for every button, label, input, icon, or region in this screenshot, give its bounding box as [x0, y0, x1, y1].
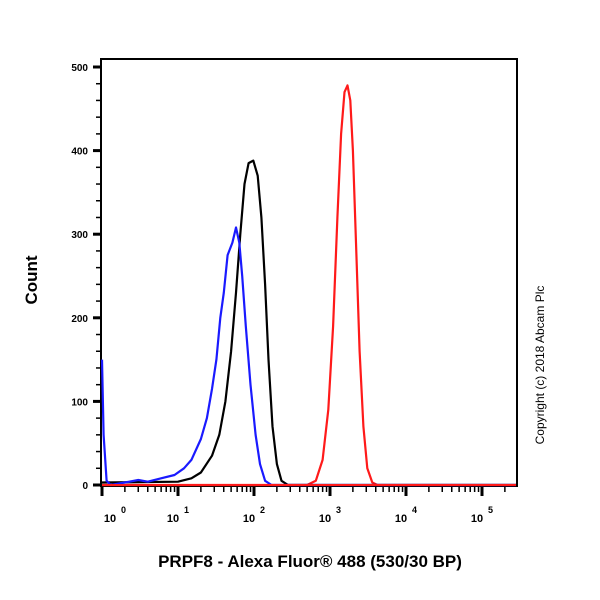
x-tick-label: 10: [104, 513, 116, 525]
y-tick-label: 300: [71, 230, 88, 241]
y-tick-label: 100: [71, 397, 88, 408]
y-axis: 0 100 200 300 400 500: [71, 63, 101, 492]
x-tick-label: 10: [319, 513, 331, 525]
histogram-series-red: [102, 84, 516, 487]
y-tick-label: 400: [71, 147, 88, 158]
y-tick-label: 200: [71, 314, 88, 325]
histogram-series-blue: [100, 226, 516, 487]
x-tick-label: 10: [243, 513, 255, 525]
x-tick-exponent: 0: [121, 505, 126, 515]
x-tick-label: 10: [395, 513, 407, 525]
x-tick-exponent: 3: [336, 505, 341, 515]
x-tick-exponent: 1: [184, 505, 189, 515]
y-tick-label: 500: [71, 63, 88, 74]
y-axis-title-text: Count: [22, 255, 41, 305]
x-axis: 10 0 10 1 10 2 10 3 10 4 10 5: [100, 486, 506, 525]
copyright-text: Copyright (c) 2018 Abcam Plc: [533, 285, 547, 445]
x-tick-label: 10: [471, 513, 483, 525]
x-tick-exponent: 4: [412, 505, 417, 515]
plot-area-frame: [100, 58, 518, 487]
x-tick-exponent: 5: [488, 505, 493, 515]
x-axis-title: PRPF8 - Alexa Fluor® 488 (530/30 BP): [158, 552, 462, 571]
x-tick-exponent: 2: [260, 505, 265, 515]
copyright-notice: Copyright (c) 2018 Abcam Plc: [525, 230, 555, 500]
y-axis-title: Count: [12, 230, 52, 330]
x-tick-label: 10: [167, 513, 179, 525]
y-tick-label: 0: [82, 481, 88, 492]
histogram-series-black: [101, 159, 516, 487]
